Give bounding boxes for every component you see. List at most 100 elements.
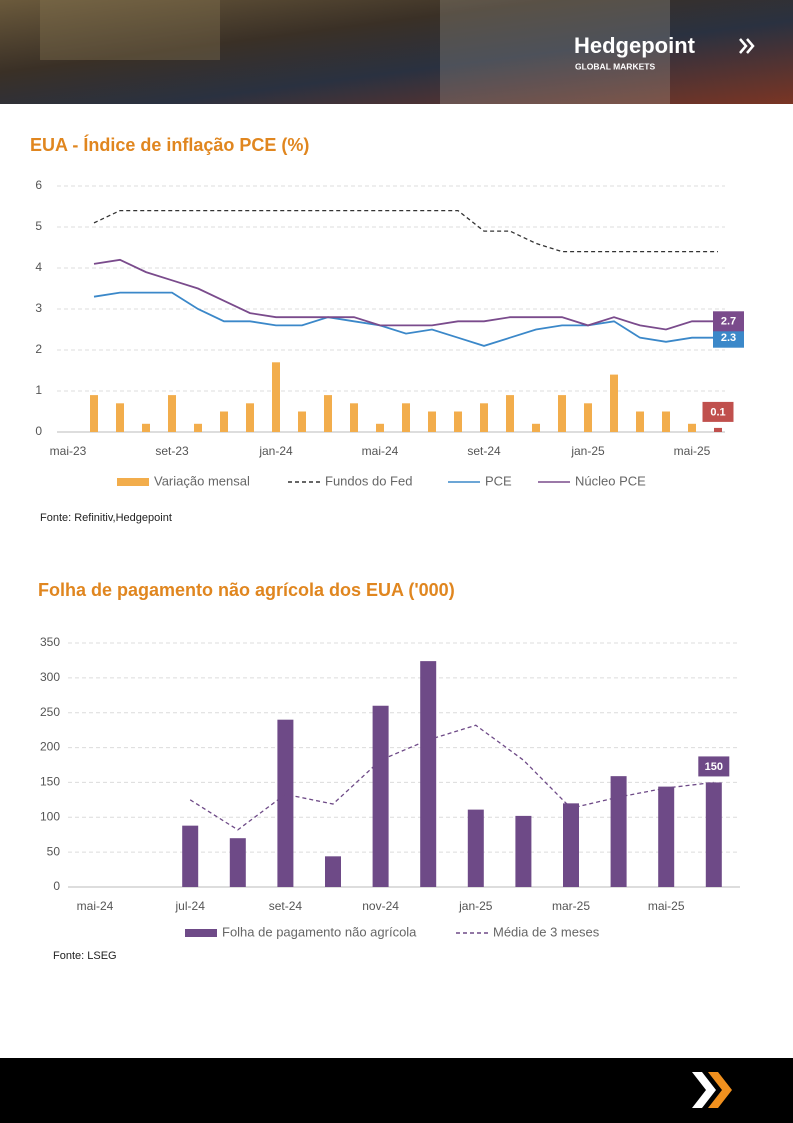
line bbox=[93, 258, 718, 331]
y-tick-label: 3 bbox=[35, 301, 42, 315]
value-label: 2.3 bbox=[721, 332, 736, 344]
y-tick-label: 6 bbox=[35, 178, 42, 192]
y-tick-label: 200 bbox=[40, 740, 60, 754]
chart-title: EUA - Índice de inflação PCE (%) bbox=[30, 134, 309, 155]
x-tick-label: mai-25 bbox=[674, 444, 711, 458]
bar bbox=[584, 403, 592, 432]
bar bbox=[90, 395, 98, 432]
footer-logo bbox=[692, 1072, 716, 1108]
chart-title: Folha de pagamento não agrícola dos EUA … bbox=[38, 580, 455, 600]
y-tick-label: 350 bbox=[40, 635, 60, 649]
footer bbox=[0, 1058, 793, 1123]
line bbox=[93, 291, 718, 347]
x-tick-label: set-24 bbox=[269, 899, 303, 913]
bar bbox=[277, 719, 294, 887]
legend-label: Núcleo PCE bbox=[575, 473, 646, 488]
line bbox=[93, 209, 718, 253]
bar bbox=[454, 411, 462, 432]
y-tick-label: 5 bbox=[35, 219, 42, 233]
bar bbox=[467, 809, 484, 887]
banner bbox=[0, 0, 793, 104]
y-tick-label: 150 bbox=[40, 775, 60, 789]
y-tick-label: 300 bbox=[40, 670, 60, 684]
y-tick-label: 0 bbox=[35, 424, 42, 438]
bar bbox=[325, 856, 341, 887]
legend-swatch bbox=[185, 929, 217, 937]
y-tick-label: 1 bbox=[35, 383, 42, 397]
x-tick-label: set-24 bbox=[467, 444, 501, 458]
x-tick-label: jul-24 bbox=[175, 899, 206, 913]
brand-chevrons bbox=[739, 38, 755, 54]
source: Fonte: Refinitiv,Hedgepoint bbox=[40, 512, 172, 524]
bar bbox=[194, 423, 202, 432]
x-tick-label: jan-25 bbox=[570, 444, 605, 458]
y-tick-label: 2 bbox=[35, 342, 42, 356]
x-tick-label: nov-24 bbox=[362, 899, 399, 913]
legend-swatch bbox=[117, 478, 149, 486]
bar bbox=[272, 362, 280, 432]
bar bbox=[506, 395, 514, 432]
bar bbox=[324, 395, 332, 432]
value-label-box bbox=[698, 756, 730, 777]
bar bbox=[515, 815, 532, 887]
bar bbox=[688, 423, 696, 432]
bar bbox=[182, 825, 199, 887]
bar bbox=[662, 411, 670, 432]
x-tick-label: jan-25 bbox=[458, 899, 493, 913]
legend-label: Média de 3 meses bbox=[493, 924, 600, 939]
bar bbox=[532, 423, 540, 432]
value-label: 0.1 bbox=[710, 406, 725, 418]
bar bbox=[298, 411, 306, 432]
banner-texture bbox=[40, 0, 220, 60]
bar bbox=[714, 427, 722, 432]
x-tick-label: mai-24 bbox=[362, 444, 399, 458]
bar bbox=[350, 403, 358, 432]
bar bbox=[116, 403, 124, 432]
y-tick-label: 0 bbox=[53, 879, 60, 893]
brand: Hedgepoint bbox=[574, 33, 696, 58]
bar bbox=[658, 786, 675, 887]
x-tick-label: set-23 bbox=[155, 444, 189, 458]
x-tick-label: mai-25 bbox=[648, 899, 685, 913]
bar bbox=[142, 423, 150, 432]
x-tick-label: jan-24 bbox=[258, 444, 293, 458]
y-tick-label: 50 bbox=[47, 844, 61, 858]
bar bbox=[563, 803, 579, 887]
y-tick-label: 100 bbox=[40, 809, 60, 823]
x-tick-label: mar-25 bbox=[552, 899, 590, 913]
bar bbox=[376, 423, 384, 432]
bar bbox=[636, 411, 644, 432]
line bbox=[189, 724, 714, 831]
bar bbox=[168, 395, 176, 432]
bar bbox=[610, 776, 627, 887]
y-tick-label: 250 bbox=[40, 705, 60, 719]
x-tick-label: mai-23 bbox=[50, 444, 87, 458]
legend-label: Variação mensal bbox=[154, 473, 250, 488]
bar bbox=[229, 838, 246, 887]
value-label-box bbox=[702, 401, 734, 422]
bar bbox=[420, 661, 437, 887]
value-label-box bbox=[713, 327, 744, 348]
bar bbox=[558, 395, 566, 432]
x-tick-label: mai-24 bbox=[77, 899, 114, 913]
value-label: 150 bbox=[705, 761, 723, 773]
bar bbox=[246, 403, 254, 432]
footer-logo bbox=[708, 1072, 732, 1108]
bar bbox=[220, 411, 228, 432]
y-tick-label: 4 bbox=[35, 260, 42, 274]
bar bbox=[705, 782, 722, 887]
value-label-box bbox=[713, 311, 744, 332]
legend-label: PCE bbox=[485, 473, 512, 488]
tagline: GLOBAL MARKETS bbox=[575, 61, 655, 71]
bar bbox=[372, 705, 389, 887]
source: Fonte: LSEG bbox=[53, 950, 117, 962]
value-label: 2.7 bbox=[721, 316, 736, 328]
banner-texture bbox=[440, 0, 670, 104]
bar bbox=[402, 403, 410, 432]
bar bbox=[610, 374, 618, 432]
legend-label: Folha de pagamento não agrícola bbox=[222, 924, 417, 939]
legend-label: Fundos do Fed bbox=[325, 473, 412, 488]
bar bbox=[480, 403, 488, 432]
bar bbox=[428, 411, 436, 432]
